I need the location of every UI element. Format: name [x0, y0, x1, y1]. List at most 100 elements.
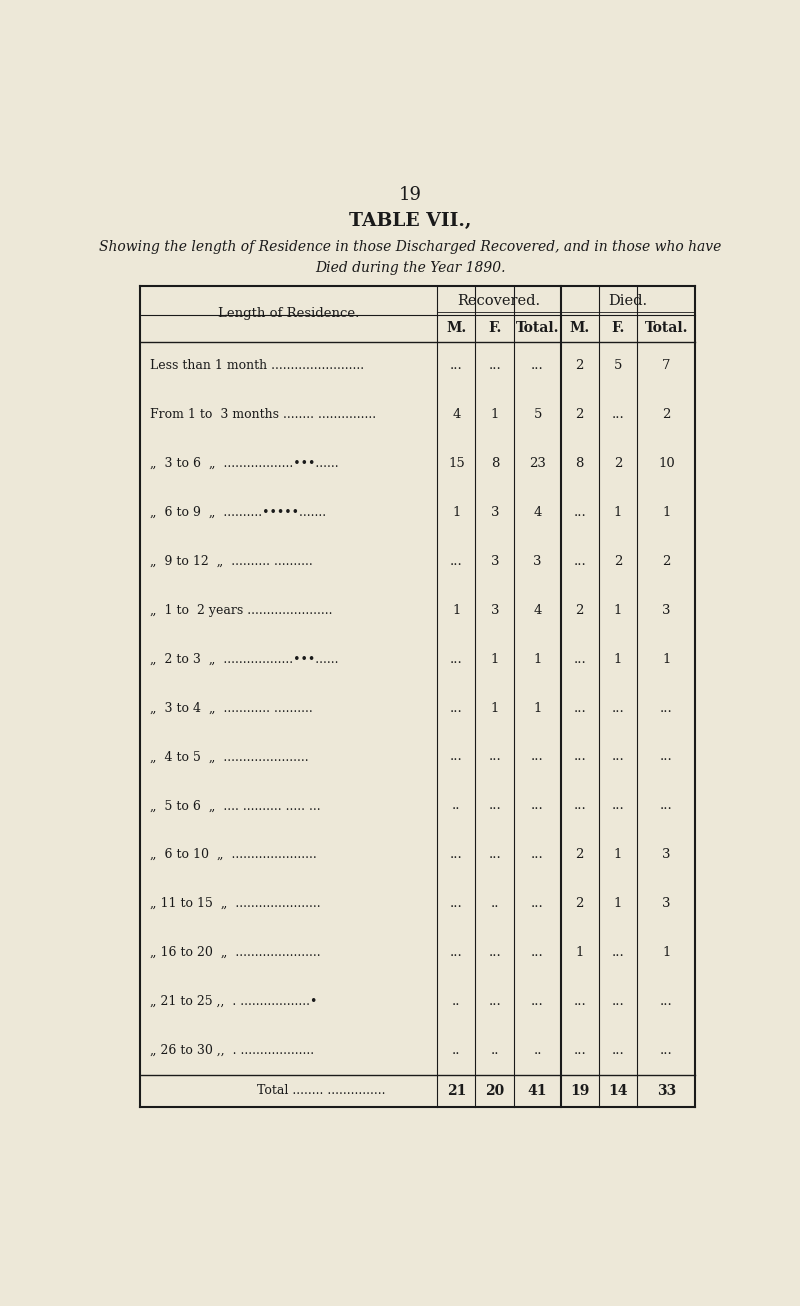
Text: 7: 7: [662, 359, 670, 372]
Text: 2: 2: [575, 897, 584, 910]
Text: Showing the length of Residence in those Discharged Recovered, and in those who : Showing the length of Residence in those…: [99, 240, 721, 253]
Text: ...: ...: [489, 799, 502, 812]
Text: 15: 15: [448, 457, 465, 470]
Text: 2: 2: [575, 603, 584, 616]
Text: 3: 3: [490, 603, 499, 616]
Text: ...: ...: [531, 995, 544, 1008]
Text: ...: ...: [531, 751, 544, 764]
Text: „ 26 to 30 ,,  . ...................: „ 26 to 30 ,, . ...................: [150, 1043, 314, 1057]
Text: 5: 5: [534, 409, 542, 422]
Text: 1: 1: [662, 505, 670, 518]
Text: 1: 1: [452, 505, 461, 518]
Text: ...: ...: [612, 995, 625, 1008]
Text: ...: ...: [574, 653, 586, 666]
Text: ...: ...: [489, 359, 502, 372]
Text: „  9 to 12  „  .......... ..........: „ 9 to 12 „ .......... ..........: [150, 555, 312, 568]
Text: 4: 4: [452, 409, 461, 422]
Text: 1: 1: [614, 653, 622, 666]
Text: ...: ...: [574, 751, 586, 764]
Text: 2: 2: [662, 555, 670, 568]
Text: F.: F.: [611, 321, 625, 336]
Text: ..: ..: [452, 995, 461, 1008]
Text: ...: ...: [612, 799, 625, 812]
Text: 3: 3: [662, 848, 670, 861]
Text: ...: ...: [450, 848, 462, 861]
Text: „  3 to 6  „  ..................•••......: „ 3 to 6 „ ..................•••......: [150, 457, 338, 470]
Text: 2: 2: [575, 409, 584, 422]
Text: 1: 1: [490, 653, 499, 666]
Text: 20: 20: [486, 1084, 505, 1098]
Text: ...: ...: [574, 505, 586, 518]
Text: ...: ...: [531, 946, 544, 959]
Text: M.: M.: [570, 321, 590, 336]
Text: 1: 1: [662, 653, 670, 666]
Text: ...: ...: [574, 995, 586, 1008]
Text: „  2 to 3  „  ..................•••......: „ 2 to 3 „ ..................•••......: [150, 653, 338, 666]
Text: 3: 3: [490, 505, 499, 518]
Text: Less than 1 month ........................: Less than 1 month ......................…: [150, 359, 364, 372]
Text: 1: 1: [452, 603, 461, 616]
Text: 3: 3: [490, 555, 499, 568]
Text: Recovered.: Recovered.: [458, 294, 541, 308]
Text: 1: 1: [614, 603, 622, 616]
Text: ...: ...: [660, 995, 673, 1008]
Text: ...: ...: [450, 555, 462, 568]
Text: 1: 1: [534, 701, 542, 714]
Text: 1: 1: [575, 946, 584, 959]
Text: ...: ...: [531, 359, 544, 372]
Text: 14: 14: [608, 1084, 628, 1098]
Text: 1: 1: [614, 897, 622, 910]
Text: ...: ...: [489, 995, 502, 1008]
Text: „  5 to 6  „  .... .......... ..... ...: „ 5 to 6 „ .... .......... ..... ...: [150, 799, 320, 812]
Text: 3: 3: [662, 897, 670, 910]
Text: „ 11 to 15  „  ......................: „ 11 to 15 „ ......................: [150, 897, 320, 910]
Text: F.: F.: [488, 321, 502, 336]
Text: ...: ...: [660, 1043, 673, 1057]
Text: Length of Residence.: Length of Residence.: [218, 307, 359, 320]
Text: 8: 8: [575, 457, 584, 470]
Text: ..: ..: [534, 1043, 542, 1057]
Text: ..: ..: [490, 897, 499, 910]
Text: 4: 4: [534, 603, 542, 616]
Text: ...: ...: [450, 897, 462, 910]
Text: 2: 2: [575, 848, 584, 861]
Text: ...: ...: [450, 946, 462, 959]
Text: 1: 1: [534, 653, 542, 666]
Text: 2: 2: [614, 457, 622, 470]
Text: ...: ...: [574, 799, 586, 812]
Text: 3: 3: [534, 555, 542, 568]
Text: ...: ...: [612, 409, 625, 422]
Text: 1: 1: [490, 409, 499, 422]
Text: Died.: Died.: [609, 294, 648, 308]
Text: 2: 2: [662, 409, 670, 422]
Text: 5: 5: [614, 359, 622, 372]
Text: ...: ...: [450, 701, 462, 714]
Text: „ 21 to 25 ,,  . ..................•: „ 21 to 25 ,, . ..................•: [150, 995, 317, 1008]
Text: 1: 1: [490, 701, 499, 714]
Text: ...: ...: [612, 701, 625, 714]
Text: 19: 19: [570, 1084, 590, 1098]
Text: ...: ...: [531, 848, 544, 861]
Text: ...: ...: [612, 751, 625, 764]
Text: 21: 21: [446, 1084, 466, 1098]
Text: TABLE VII.,: TABLE VII.,: [349, 212, 471, 230]
Text: 1: 1: [662, 946, 670, 959]
Text: 4: 4: [534, 505, 542, 518]
Text: ..: ..: [490, 1043, 499, 1057]
Text: Total.: Total.: [516, 321, 559, 336]
Text: ...: ...: [574, 701, 586, 714]
Text: 19: 19: [398, 185, 422, 204]
Text: ...: ...: [660, 799, 673, 812]
Text: ...: ...: [450, 751, 462, 764]
Text: 1: 1: [614, 848, 622, 861]
Text: „  4 to 5  „  ......................: „ 4 to 5 „ ......................: [150, 751, 308, 764]
Text: ..: ..: [452, 799, 461, 812]
Text: 23: 23: [529, 457, 546, 470]
Text: ...: ...: [574, 1043, 586, 1057]
Text: 41: 41: [528, 1084, 547, 1098]
Text: „  3 to 4  „  ............ ..........: „ 3 to 4 „ ............ ..........: [150, 701, 312, 714]
Text: 2: 2: [614, 555, 622, 568]
Text: „ 16 to 20  „  ......................: „ 16 to 20 „ ......................: [150, 946, 320, 959]
Text: ...: ...: [574, 555, 586, 568]
Text: ...: ...: [489, 848, 502, 861]
